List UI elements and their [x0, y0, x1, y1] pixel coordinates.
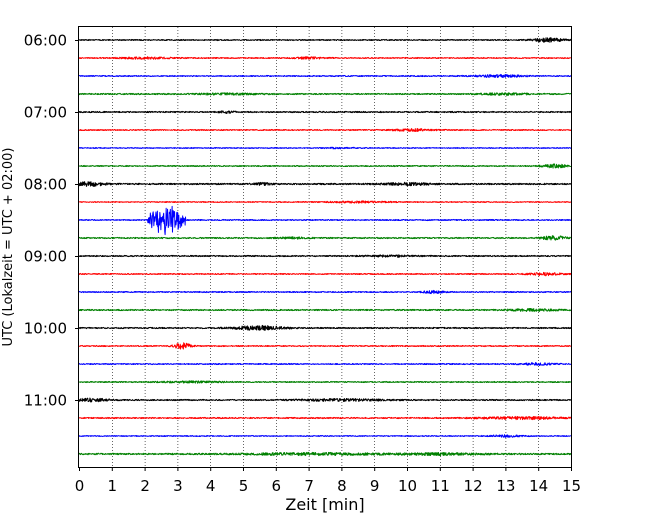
trace-line [78, 415, 572, 421]
x-axis-ticks: 0 1 2 3 4 5 6 7 8 9 10 11 12 13 14 15 [75, 467, 581, 495]
trace-line [78, 205, 572, 236]
trace-line [78, 235, 572, 241]
y-tick-label: 08:00 [24, 176, 67, 194]
y-axis-label: UTC (Lokalzeit = UTC + 02:00) [1, 148, 16, 347]
trace-line [78, 380, 572, 384]
x-tick-label: 3 [173, 477, 183, 495]
x-tick-label: 11 [431, 477, 450, 495]
trace-line [78, 146, 572, 150]
y-tick-label: 11:00 [24, 392, 67, 410]
trace-line [78, 254, 572, 258]
trace-line [78, 307, 572, 313]
trace-line [78, 128, 572, 132]
trace-line [78, 110, 572, 114]
trace-line [78, 451, 572, 457]
x-tick-label: 10 [398, 477, 417, 495]
trace-line [78, 289, 572, 295]
x-tick-label: 5 [239, 477, 249, 495]
trace-line [78, 434, 572, 438]
x-tick-label: 8 [337, 477, 347, 495]
grid-lines [112, 27, 540, 467]
x-tick-label: 0 [75, 477, 85, 495]
y-tick-label: 06:00 [24, 32, 67, 50]
y-tick-label: 10:00 [24, 320, 67, 338]
trace-line [78, 56, 572, 60]
x-axis-label: Zeit [min] [285, 495, 364, 514]
y-tick-label: 09:00 [24, 248, 67, 266]
x-tick-label: 13 [496, 477, 515, 495]
x-tick-label: 6 [272, 477, 282, 495]
trace-line [78, 181, 572, 187]
trace-line [78, 324, 572, 331]
y-axis-ticks: 06:00 07:00 08:00 09:00 10:00 11:00 [24, 32, 79, 410]
x-tick-label: 12 [464, 477, 483, 495]
trace-line [78, 37, 572, 43]
plot-frame [78, 26, 572, 468]
x-tick-label: 14 [529, 477, 548, 495]
trace-line [78, 73, 572, 79]
x-tick-label: 4 [206, 477, 216, 495]
x-tick-label: 1 [108, 477, 118, 495]
y-tick-label: 07:00 [24, 104, 67, 122]
trace-series [78, 37, 572, 457]
trace-line [78, 200, 572, 204]
trace-line [78, 271, 572, 277]
trace-line [78, 163, 572, 169]
x-tick-label: 2 [140, 477, 150, 495]
trace-line [78, 92, 572, 96]
trace-line [78, 342, 572, 350]
x-tick-label: 9 [370, 477, 380, 495]
x-tick-label: 15 [562, 477, 581, 495]
trace-line [78, 397, 572, 403]
x-tick-label: 7 [304, 477, 314, 495]
trace-line [78, 362, 572, 367]
